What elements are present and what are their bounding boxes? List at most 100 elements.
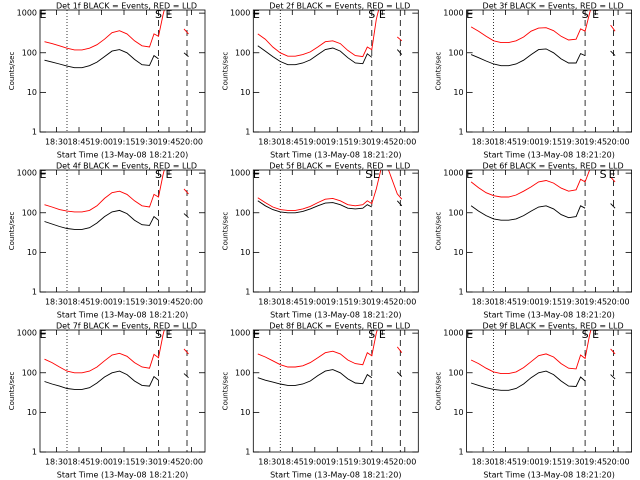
x-tick-label: 19:00 [517,298,540,307]
x-tick-label: 18:45 [67,298,90,307]
y-tick-label: 10 [453,88,463,97]
x-tick-label: 19:15 [326,458,349,467]
annotation: E [166,328,173,341]
y-tick-label: 10 [453,248,463,257]
x-tick-label: 19:15 [326,138,349,147]
y-tick-label: 100 [235,48,250,57]
annotation: S [155,8,162,21]
annotation: E [466,168,473,181]
x-tick-label: 18:45 [494,458,517,467]
x-tick-label: 19:45 [584,298,607,307]
x-tick-label: 19:15 [112,298,135,307]
series-line [44,170,189,213]
panel: Det 6f BLACK = Events, RED = LLD Start Ti… [435,162,633,320]
annotation: E [466,328,473,341]
y-axis-label: Counts/sec [8,52,16,91]
annotation: E [253,8,260,21]
series-line [470,48,616,67]
x-tick-label: 19:45 [584,138,607,147]
panel: Det 1f BLACK = Events, RED = LLD Start Ti… [8,2,206,160]
x-tick-label: 19:00 [303,138,326,147]
series-line [44,10,189,51]
x-tick-label: 19:30 [562,298,585,307]
x-tick-label: 18:45 [494,138,517,147]
panel: Det 4f BLACK = Events, RED = LLD Start Ti… [8,162,206,320]
panel: Det 3f BLACK = Events, RED = LLD Start Ti… [435,2,633,160]
x-tick-label: 20:00 [393,458,416,467]
x-tick-label: 18:30 [258,458,281,467]
y-tick-label: 1000 [17,169,37,178]
x-tick-label: 18:30 [45,138,68,147]
plot-frame [252,169,419,293]
y-tick-label: 1000 [230,9,250,18]
x-tick-label: 19:15 [112,138,135,147]
plot-frame [252,9,419,133]
annotation: E [166,8,173,21]
annotation: S [155,168,162,181]
y-tick-label: 1000 [17,329,37,338]
y-axis-label: Counts/sec [221,372,229,411]
plot-frame [39,169,206,293]
annotation: S [368,328,375,341]
y-axis-label: Counts/sec [8,212,16,251]
y-tick-label: 10 [27,248,37,257]
x-tick-label: 19:45 [371,458,394,467]
annotation: E [40,328,47,341]
y-tick-label: 100 [22,368,37,377]
annotation: S [582,328,589,341]
series-line [257,200,403,214]
y-tick-label: 100 [448,208,463,217]
x-tick-label: 19:30 [135,138,158,147]
panel: Det 2f BLACK = Events, RED = LLD Start Ti… [221,2,419,160]
x-tick-label: 19:30 [562,138,585,147]
y-axis-label: Counts/sec [435,372,443,411]
x-axis-label: Start Time (13-May-08 18:21:20) [270,311,401,320]
y-tick-label: 1000 [230,329,250,338]
x-tick-label: 20:00 [180,298,203,307]
chart-title: Det 9f BLACK = Events, RED = LLD [483,322,624,331]
y-tick-label: 1 [32,448,37,457]
y-tick-label: 1 [32,288,37,297]
y-tick-label: 1000 [443,9,463,18]
y-tick-label: 1 [245,128,250,137]
chart-title: Det 2f BLACK = Events, RED = LLD [269,2,410,11]
series-line [44,49,189,69]
plot-frame [466,329,633,453]
y-tick-label: 10 [240,88,250,97]
y-tick-label: 1000 [17,9,37,18]
y-axis-label: Counts/sec [8,372,16,411]
y-tick-label: 10 [240,248,250,257]
x-axis-label: Start Time (13-May-08 18:21:20) [483,471,614,480]
x-tick-label: 19:30 [348,138,371,147]
x-tick-label: 19:45 [584,458,607,467]
annotation: E [466,8,473,21]
chart-title: Det 8f BLACK = Events, RED = LLD [269,322,410,331]
annotation: S [155,328,162,341]
chart-title: Det 6f BLACK = Events, RED = LLD [483,162,624,171]
y-tick-label: 100 [22,208,37,217]
annotation: E [379,328,386,341]
plot-frame [466,169,633,293]
x-tick-label: 19:15 [539,458,562,467]
x-tick-label: 20:00 [607,298,630,307]
y-tick-label: 1000 [443,329,463,338]
series-line [257,45,403,66]
y-tick-label: 1 [459,448,464,457]
x-tick-label: 19:00 [90,298,113,307]
x-tick-label: 18:45 [281,298,304,307]
series-line [44,330,189,374]
x-tick-label: 20:00 [393,138,416,147]
x-tick-label: 19:30 [348,458,371,467]
x-tick-label: 19:00 [90,458,113,467]
y-tick-label: 1000 [230,169,250,178]
x-tick-label: 18:45 [67,458,90,467]
x-tick-label: 20:00 [393,298,416,307]
x-tick-label: 18:30 [472,458,495,467]
chart-title: Det 7f BLACK = Events, RED = LLD [56,322,197,331]
x-tick-label: 18:30 [472,138,495,147]
annotation: E [592,8,599,21]
x-tick-label: 19:15 [539,138,562,147]
series-line [257,10,403,58]
y-tick-label: 10 [27,88,37,97]
